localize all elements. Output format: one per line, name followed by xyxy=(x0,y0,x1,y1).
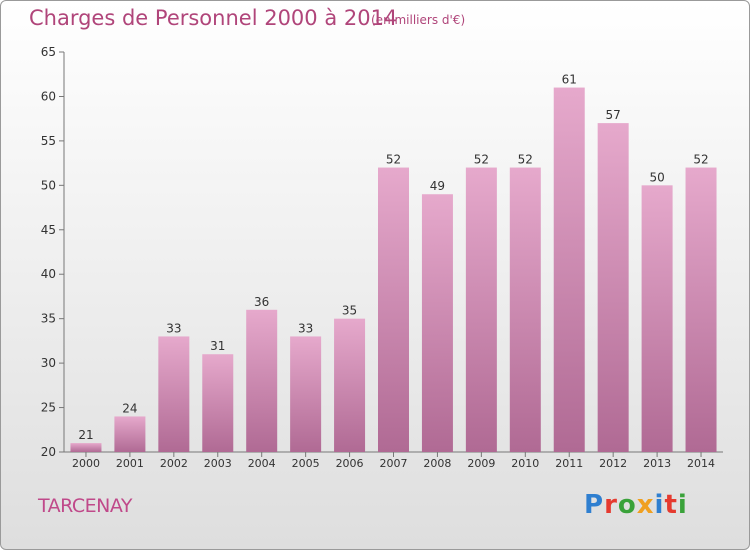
y-tick-label: 30 xyxy=(41,356,56,370)
bar-2000 xyxy=(70,443,102,452)
proxiti-logo[interactable]: Proxiti xyxy=(584,490,688,520)
logo-letter: P xyxy=(584,490,605,520)
x-tick-label: 2000 xyxy=(72,457,100,470)
value-label: 33 xyxy=(298,321,313,335)
x-tick-label: 2006 xyxy=(336,457,364,470)
bar-2003 xyxy=(202,354,234,452)
bar-2008 xyxy=(421,194,453,452)
y-tick-label: 60 xyxy=(41,89,56,103)
bar-2005 xyxy=(290,336,322,452)
bar-2011 xyxy=(553,87,585,453)
bar-2014 xyxy=(685,167,717,453)
x-tick-label: 2001 xyxy=(116,457,144,470)
x-tick-label: 2014 xyxy=(687,457,715,470)
value-label: 21 xyxy=(78,428,93,442)
x-tick-label: 2005 xyxy=(292,457,320,470)
x-tick-label: 2009 xyxy=(467,457,495,470)
x-tick-label: 2007 xyxy=(380,457,408,470)
value-label: 57 xyxy=(606,108,621,122)
bar-2013 xyxy=(641,185,673,453)
x-tick-label: 2003 xyxy=(204,457,232,470)
bar-2010 xyxy=(509,167,541,453)
bar-2006 xyxy=(334,318,366,452)
bar-2002 xyxy=(158,336,190,452)
y-tick-label: 45 xyxy=(41,223,56,237)
y-tick-label: 65 xyxy=(41,45,56,59)
y-tick-label: 55 xyxy=(41,134,56,148)
chart-subtitle: (en milliers d'€) xyxy=(371,13,466,27)
x-tick-label: 2008 xyxy=(423,457,451,470)
value-label: 52 xyxy=(693,153,708,167)
bar-2009 xyxy=(465,167,497,453)
value-label: 52 xyxy=(518,153,533,167)
value-label: 52 xyxy=(474,153,489,167)
x-tick-label: 2013 xyxy=(643,457,671,470)
y-tick-label: 25 xyxy=(41,401,56,415)
x-tick-label: 2002 xyxy=(160,457,188,470)
x-tick-label: 2010 xyxy=(511,457,539,470)
logo-letter: i xyxy=(654,490,665,520)
value-label: 61 xyxy=(562,73,577,87)
y-tick-label: 40 xyxy=(41,267,56,281)
y-tick-label: 35 xyxy=(41,312,56,326)
value-label: 50 xyxy=(649,170,664,184)
bar-2004 xyxy=(246,309,278,452)
y-tick-label: 20 xyxy=(41,445,56,459)
value-label: 52 xyxy=(386,153,401,167)
chart-title: Charges de Personnel 2000 à 2014 xyxy=(29,6,398,30)
bar-2001 xyxy=(114,416,146,452)
logo-letter: t xyxy=(664,490,678,520)
bar-2007 xyxy=(378,167,409,453)
value-label: 49 xyxy=(430,179,445,193)
logo-letter: o xyxy=(617,490,637,520)
logo-letter: r xyxy=(604,490,618,520)
axes: 20 25 30 35 40 45 50 55 60 65 2000 2001 2002 2003 2004… xyxy=(41,45,723,470)
logo-letter: i xyxy=(677,490,688,520)
value-label: 33 xyxy=(166,321,181,335)
x-tick-label: 2012 xyxy=(599,457,627,470)
value-label: 24 xyxy=(122,401,137,415)
bar-2012 xyxy=(597,123,629,452)
value-label: 36 xyxy=(254,295,269,309)
value-label: 31 xyxy=(210,339,225,353)
x-tick-label: 2011 xyxy=(555,457,583,470)
place-name: TARCENAY xyxy=(38,495,133,517)
value-label: 35 xyxy=(342,304,357,318)
bars: 21 24 33 31 36 33 35 52 49 52 52 61 57 50 52 xyxy=(70,73,717,453)
y-tick-label: 50 xyxy=(41,178,56,192)
x-tick-label: 2004 xyxy=(248,457,276,470)
logo-letter: x xyxy=(636,490,655,520)
